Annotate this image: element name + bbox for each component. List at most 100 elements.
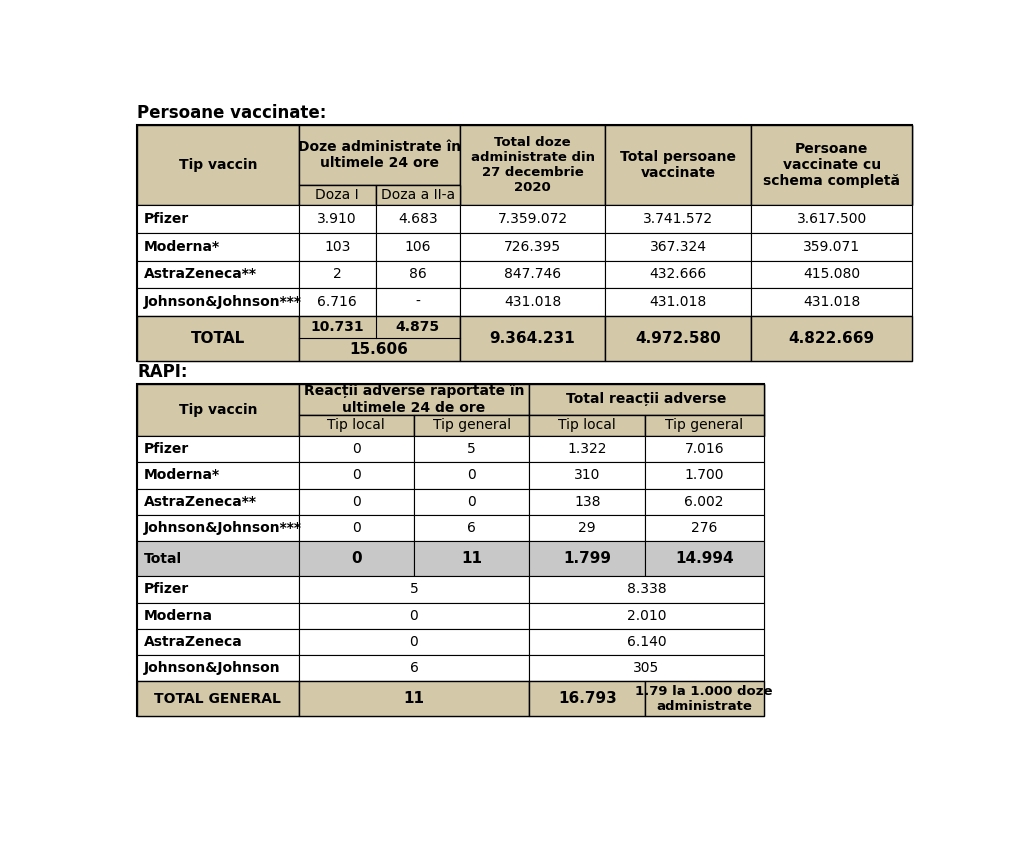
Bar (137, 384, 299, 436)
Bar (299, 185, 376, 205)
Bar (529, 415, 645, 436)
Bar (299, 654, 529, 681)
Bar (137, 125, 912, 360)
Bar (299, 288, 376, 316)
Bar (376, 288, 460, 316)
Bar (645, 681, 764, 717)
Bar (751, 125, 912, 205)
Text: 1.79 la 1.000 doze
administrate: 1.79 la 1.000 doze administrate (636, 685, 773, 713)
Text: 106: 106 (404, 240, 431, 254)
Text: 3.617.500: 3.617.500 (797, 212, 867, 226)
Text: 4.683: 4.683 (398, 212, 437, 226)
Bar (751, 261, 912, 288)
Text: AstraZeneca: AstraZeneca (143, 635, 243, 649)
Bar (299, 415, 414, 436)
Text: 3.741.572: 3.741.572 (643, 212, 714, 226)
Text: Doza I: Doza I (315, 188, 359, 202)
Bar (137, 629, 299, 654)
Bar (137, 654, 299, 681)
Bar (645, 541, 764, 576)
Text: Pfizer: Pfizer (143, 442, 188, 456)
Text: 14.994: 14.994 (675, 551, 733, 566)
Text: 726.395: 726.395 (504, 240, 561, 254)
Text: Pfizer: Pfizer (143, 582, 188, 597)
Text: 10.731: 10.731 (310, 320, 365, 334)
Bar (529, 576, 764, 603)
Bar (299, 489, 414, 515)
Bar (460, 205, 605, 233)
Bar (529, 629, 764, 654)
Bar (645, 462, 764, 489)
Bar (751, 288, 912, 316)
Bar (605, 205, 751, 233)
Text: 6: 6 (410, 661, 419, 675)
Bar (605, 233, 751, 261)
Text: 6: 6 (467, 521, 476, 535)
Text: -: - (416, 295, 420, 309)
Text: Persoane vaccinate:: Persoane vaccinate: (137, 104, 327, 122)
Text: 0: 0 (467, 495, 476, 508)
Text: 0: 0 (410, 635, 419, 649)
Text: 0: 0 (351, 551, 361, 566)
Text: 3.910: 3.910 (317, 212, 357, 226)
Bar (529, 541, 645, 576)
Bar (460, 233, 605, 261)
Text: Total reacții adverse: Total reacții adverse (566, 392, 727, 406)
Text: Pfizer: Pfizer (143, 212, 188, 226)
Bar (137, 384, 764, 717)
Text: Tip local: Tip local (328, 418, 385, 433)
Text: 2.010: 2.010 (627, 609, 667, 622)
Bar (751, 316, 912, 360)
Text: Total: Total (143, 552, 181, 565)
Bar (529, 489, 645, 515)
Bar (137, 125, 299, 205)
Text: 103: 103 (324, 240, 350, 254)
Bar (137, 541, 299, 576)
Bar (299, 205, 376, 233)
Bar (645, 415, 764, 436)
Text: 5: 5 (467, 442, 476, 456)
Text: Tip local: Tip local (558, 418, 616, 433)
Text: TOTAL: TOTAL (190, 331, 245, 346)
Bar (299, 576, 529, 603)
Text: Moderna: Moderna (143, 609, 213, 622)
Bar (137, 125, 912, 205)
Text: 4.972.580: 4.972.580 (635, 331, 721, 346)
Bar (299, 462, 414, 489)
Text: 2: 2 (333, 268, 342, 281)
Bar (751, 205, 912, 233)
Text: 9.364.231: 9.364.231 (489, 331, 575, 346)
Text: 29: 29 (579, 521, 596, 535)
Bar (529, 462, 645, 489)
Text: Reacții adverse raportate în
ultimele 24 de ore: Reacții adverse raportate în ultimele 24… (304, 384, 524, 415)
Bar (299, 681, 529, 717)
Bar (299, 233, 376, 261)
Text: 0: 0 (352, 495, 360, 508)
Bar (137, 288, 299, 316)
Text: 0: 0 (352, 521, 360, 535)
Bar (137, 515, 299, 541)
Bar (605, 316, 751, 360)
Text: 0: 0 (352, 468, 360, 483)
Bar (137, 316, 299, 360)
Bar (529, 384, 764, 415)
Text: 1.700: 1.700 (684, 468, 724, 483)
Bar (645, 489, 764, 515)
Bar (529, 515, 645, 541)
Bar (137, 205, 299, 233)
Text: 86: 86 (409, 268, 427, 281)
Text: 367.324: 367.324 (650, 240, 707, 254)
Bar (376, 233, 460, 261)
Text: 7.016: 7.016 (684, 442, 724, 456)
Bar (299, 436, 414, 462)
Text: 431.018: 431.018 (803, 295, 860, 309)
Text: 432.666: 432.666 (649, 268, 707, 281)
Bar (299, 629, 529, 654)
Text: 4.875: 4.875 (396, 320, 440, 334)
Bar (299, 603, 529, 629)
Text: 415.080: 415.080 (803, 268, 860, 281)
Bar (460, 288, 605, 316)
Bar (529, 654, 764, 681)
Text: 0: 0 (352, 442, 360, 456)
Text: 276: 276 (691, 521, 718, 535)
